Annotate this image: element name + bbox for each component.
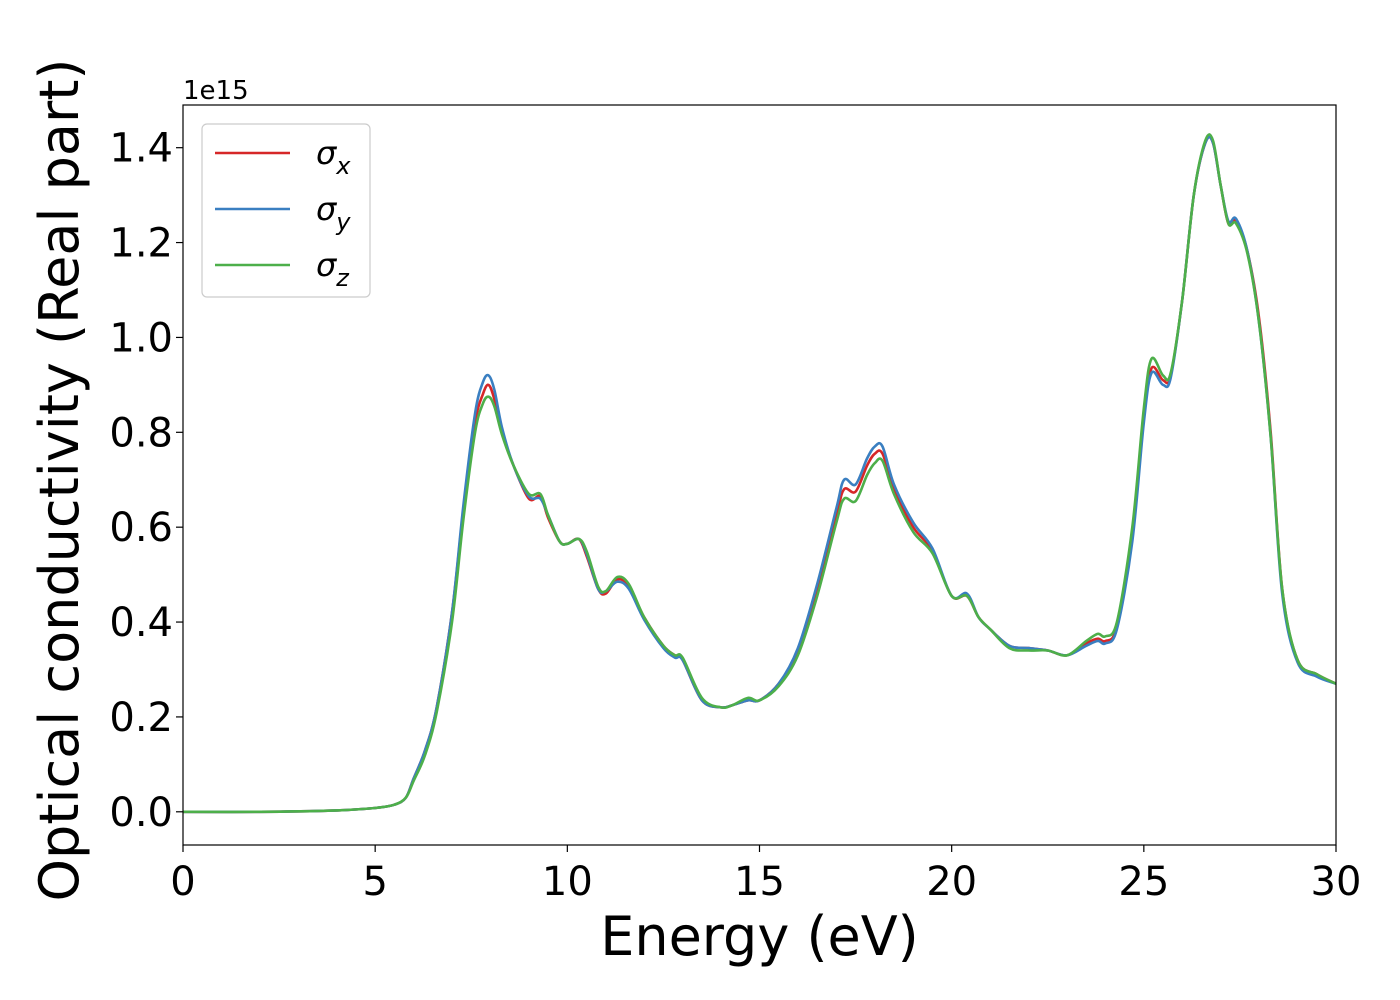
x-axis-label: Energy (eV) [600, 905, 919, 968]
x-tick-label: 10 [542, 859, 593, 905]
x-tick-label: 25 [1118, 859, 1169, 905]
y-tick-label: 0.0 [109, 790, 173, 836]
y-tick-label: 0.8 [109, 410, 173, 456]
series-line-sigma-z [183, 133, 1336, 814]
legend-label-sigma-y: σy [316, 190, 351, 236]
y-tick-label: 1.0 [109, 315, 173, 361]
y-tick-label: 0.2 [109, 695, 173, 741]
plot-lines [183, 133, 1336, 814]
x-tick-label: 20 [926, 859, 977, 905]
x-tick-label: 5 [362, 859, 387, 905]
y-tick-label: 0.6 [109, 505, 173, 551]
legend-label-sigma-z: σz [316, 246, 350, 292]
y-tick-label: 0.4 [109, 600, 173, 646]
x-axis-ticks: 0 5 10 15 20 25 30 [170, 845, 1361, 905]
y-tick-label: 1.4 [109, 126, 173, 172]
y-tick-label: 1.2 [109, 221, 173, 267]
x-tick-label: 0 [170, 859, 195, 905]
legend-box [201, 123, 371, 298]
legend-label-sigma-x: σx [316, 134, 351, 180]
y-axis-offset-text: 1e15 [183, 76, 249, 106]
x-tick-label: 30 [1311, 859, 1362, 905]
x-tick-label: 15 [734, 859, 785, 905]
y-axis-label: Optical conductivity (Real part) [28, 59, 91, 902]
y-axis-ticks: 0.0 0.2 0.4 0.6 0.8 1.0 1.2 1.4 [109, 126, 183, 836]
legend: σx σy σz [201, 123, 371, 298]
